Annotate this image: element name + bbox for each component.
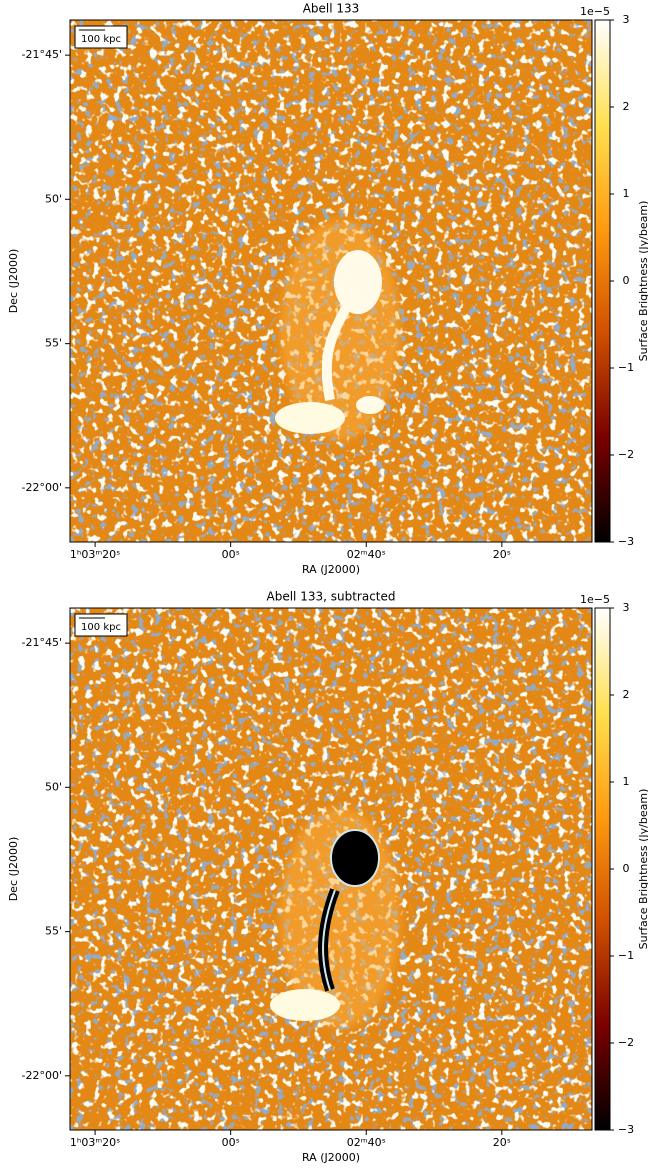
source [275,402,345,434]
source [321,297,355,401]
colorbar-tick-label: −3 [618,1123,634,1136]
colorbar-tick-label: −3 [618,535,634,548]
x-tick-label: 1ʰ03ᵐ20ˢ [70,548,120,561]
colorbar-tick-label: 3 [623,601,630,614]
y-tick-label: -21°45' [22,48,63,61]
scalebar-label: 100 kpc [81,622,121,633]
colorbar-tick-label: −2 [618,1036,634,1049]
colorbar [594,607,611,1131]
chart-title: Abell 133 [303,2,360,16]
y-tick-label: 50' [45,780,62,793]
y-tick-label: -22°00' [22,481,63,494]
residual [330,829,380,887]
colorbar-tick-label: 1 [623,775,630,788]
source [334,250,382,314]
chart-title: Abell 133, subtracted [267,590,396,604]
y-tick-label: 55' [45,337,62,350]
colorbar-offset: 1e−5 [580,5,610,18]
colorbar-tick-label: 2 [623,688,630,701]
colorbar-tick-label: 0 [623,862,630,875]
colorbar-tick-label: −1 [618,361,634,374]
colorbar-tick-label: 0 [623,274,630,287]
colorbar-tick-label: −1 [618,949,634,962]
y-tick-label: 50' [45,192,62,205]
colorbar-tick-label: −2 [618,448,634,461]
source [356,396,384,414]
x-tick-label: 20ˢ [493,548,511,561]
x-tick-label: 00ˢ [222,1136,240,1149]
scalebar-box [74,25,128,49]
x-axis-label: RA (J2000) [302,1151,360,1164]
y-tick-label: -21°45' [22,636,63,649]
y-axis-label: Dec (J2000) [7,837,20,902]
colorbar-tick-label: 3 [623,13,630,26]
y-tick-label: 55' [45,925,62,938]
image [70,608,592,1130]
scalebar-box [74,613,128,637]
y-axis-label: Dec (J2000) [7,249,20,314]
scalebar-label: 100 kpc [81,34,121,45]
x-tick-label: 02ᵐ40ˢ [347,548,386,561]
axes-frame [69,607,593,1131]
x-tick-label: 20ˢ [493,1136,511,1149]
colorbar-label: Surface Brightness (Jy/beam) [637,789,648,950]
axes-frame [69,19,593,543]
colorbar-label: Surface Brightness (Jy/beam) [637,201,648,362]
x-tick-label: 1ʰ03ᵐ20ˢ [70,1136,120,1149]
colorbar [594,19,611,543]
x-axis-label: RA (J2000) [302,563,360,576]
y-tick-label: -22°00' [22,1069,63,1082]
residual-edge [322,889,336,991]
colorbar-tick-label: 1 [623,187,630,200]
source [270,989,340,1021]
colorbar-offset: 1e−5 [580,593,610,606]
image [70,20,592,542]
x-tick-label: 02ᵐ40ˢ [347,1136,386,1149]
colorbar-tick-label: 2 [623,100,630,113]
x-tick-label: 00ˢ [222,548,240,561]
